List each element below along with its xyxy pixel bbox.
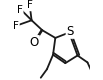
Text: S: S [67,25,74,38]
Text: F: F [13,21,19,31]
Text: F: F [17,5,23,15]
Text: F: F [27,0,33,10]
Text: O: O [30,36,39,49]
